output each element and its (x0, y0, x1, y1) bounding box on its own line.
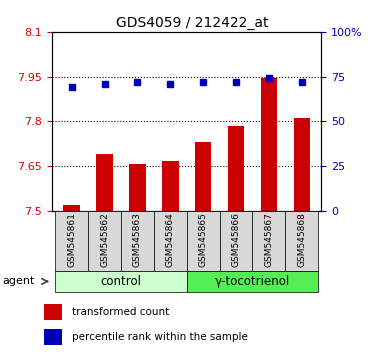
Text: control: control (100, 275, 142, 288)
Bar (96, 154, 113, 211)
Bar (261, 78, 277, 211)
Bar (55, 271, 187, 292)
Text: GSM545864: GSM545864 (166, 212, 175, 267)
Bar (293, 118, 310, 211)
Bar (44, 304, 62, 320)
Bar (162, 161, 179, 211)
Bar (121, 211, 154, 271)
Bar (253, 211, 285, 271)
Text: GSM545867: GSM545867 (264, 212, 273, 267)
Bar (44, 329, 62, 345)
Text: agent: agent (2, 276, 34, 286)
Text: GSM545868: GSM545868 (297, 212, 306, 267)
Bar (187, 271, 318, 292)
Bar (187, 211, 219, 271)
Bar (55, 211, 88, 271)
Text: GSM545861: GSM545861 (67, 212, 76, 267)
Bar (219, 211, 253, 271)
Bar (285, 211, 318, 271)
Text: transformed count: transformed count (72, 307, 169, 317)
Text: GSM545865: GSM545865 (199, 212, 208, 267)
Text: GDS4059 / 212422_at: GDS4059 / 212422_at (116, 16, 269, 30)
Bar (129, 165, 146, 211)
Text: GSM545862: GSM545862 (100, 212, 109, 267)
Bar (154, 211, 187, 271)
Bar (228, 126, 244, 211)
Text: γ-tocotrienol: γ-tocotrienol (215, 275, 290, 288)
Bar (88, 211, 121, 271)
Text: percentile rank within the sample: percentile rank within the sample (72, 332, 248, 342)
Text: GSM545863: GSM545863 (133, 212, 142, 267)
Bar (195, 142, 211, 211)
Bar (64, 205, 80, 211)
Text: GSM545866: GSM545866 (231, 212, 241, 267)
